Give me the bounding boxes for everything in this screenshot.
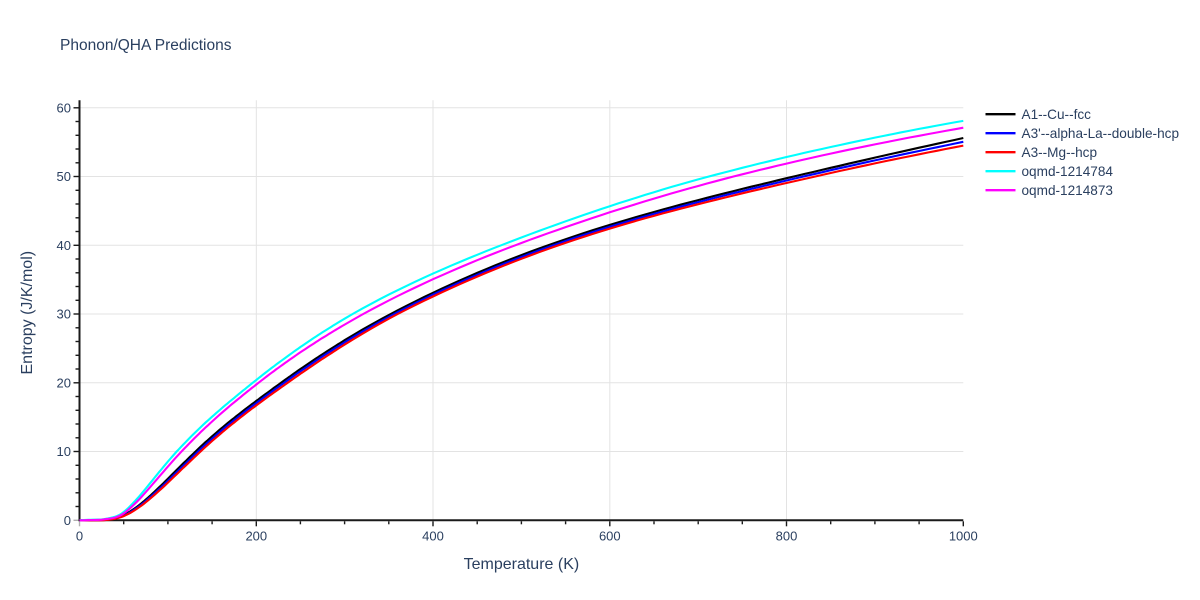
svg-text:600: 600 bbox=[599, 529, 621, 544]
svg-text:10: 10 bbox=[57, 444, 71, 459]
svg-text:Temperature (K): Temperature (K) bbox=[464, 556, 580, 573]
svg-text:1000: 1000 bbox=[949, 529, 978, 544]
svg-text:oqmd-1214873: oqmd-1214873 bbox=[1022, 183, 1113, 198]
svg-text:400: 400 bbox=[422, 529, 444, 544]
svg-text:40: 40 bbox=[57, 238, 71, 253]
svg-text:0: 0 bbox=[76, 529, 83, 544]
svg-text:60: 60 bbox=[57, 100, 71, 115]
svg-text:A3--Mg--hcp: A3--Mg--hcp bbox=[1022, 145, 1098, 160]
svg-text:A1--Cu--fcc: A1--Cu--fcc bbox=[1022, 107, 1092, 122]
svg-text:Phonon/QHA Predictions: Phonon/QHA Predictions bbox=[60, 37, 232, 54]
svg-text:50: 50 bbox=[57, 169, 71, 184]
svg-text:30: 30 bbox=[57, 307, 71, 322]
svg-text:200: 200 bbox=[245, 529, 267, 544]
svg-text:A3'--alpha-La--double-hcp: A3'--alpha-La--double-hcp bbox=[1022, 126, 1180, 141]
svg-text:800: 800 bbox=[776, 529, 798, 544]
svg-text:0: 0 bbox=[64, 513, 71, 528]
svg-text:oqmd-1214784: oqmd-1214784 bbox=[1022, 164, 1114, 179]
svg-text:20: 20 bbox=[57, 375, 71, 390]
svg-text:Entropy (J/K/mol): Entropy (J/K/mol) bbox=[19, 251, 36, 375]
